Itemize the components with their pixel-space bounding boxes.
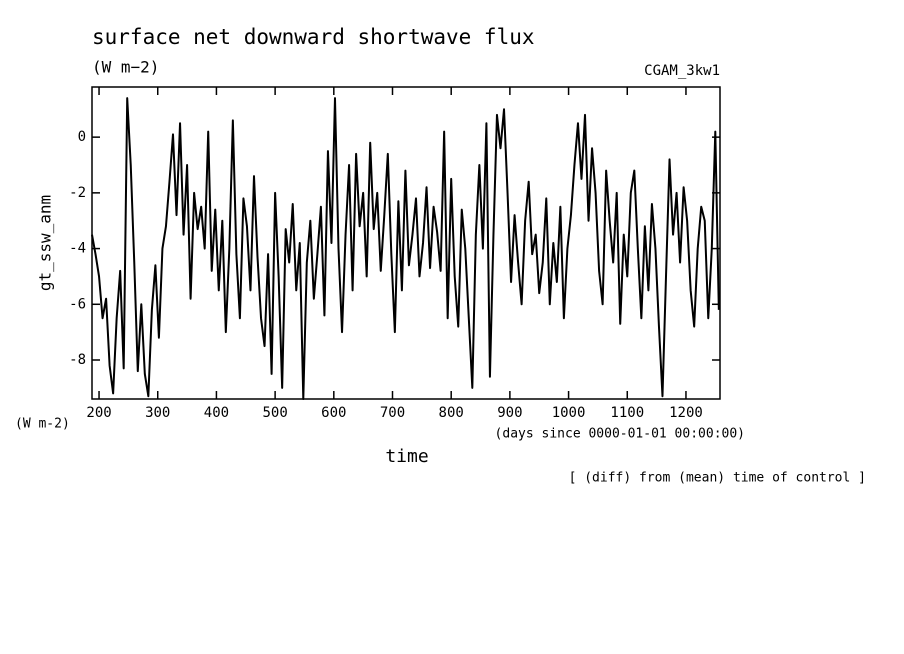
x-tick-label: 1200 xyxy=(669,405,703,421)
x-axis-label: time xyxy=(385,446,428,467)
x-tick-label: 1000 xyxy=(552,405,586,421)
y-unit: (W m-2) xyxy=(15,417,70,432)
note: [ (diff) from (mean) time of control ] xyxy=(569,471,866,486)
x-tick-label: 500 xyxy=(262,405,287,421)
x-tick-label: 300 xyxy=(145,405,170,421)
chart-title: surface net downward shortwave flux xyxy=(92,25,535,49)
x-tick-label: 200 xyxy=(86,405,111,421)
y-tick-label: -4 xyxy=(69,241,86,257)
chart-subtitle: (W m−2) xyxy=(92,58,159,77)
y-tick-label: -2 xyxy=(69,185,86,201)
x-tick-label: 800 xyxy=(439,405,464,421)
plot-frame xyxy=(91,86,721,400)
x-unit: (days since 0000-01-01 00:00:00) xyxy=(495,427,745,442)
x-tick-label: 700 xyxy=(380,405,405,421)
y-tick-label: -6 xyxy=(69,296,86,312)
y-axis-label: gt_ssw_anm xyxy=(36,195,55,291)
data-line xyxy=(91,97,720,400)
y-tick-label: 0 xyxy=(78,129,86,145)
y-tick-label: -8 xyxy=(69,352,86,368)
x-tick-label: 400 xyxy=(204,405,229,421)
x-tick-label: 1100 xyxy=(610,405,644,421)
x-tick-label: 600 xyxy=(321,405,346,421)
run-label: CGAM_3kw1 xyxy=(644,63,720,79)
x-tick-label: 900 xyxy=(497,405,522,421)
